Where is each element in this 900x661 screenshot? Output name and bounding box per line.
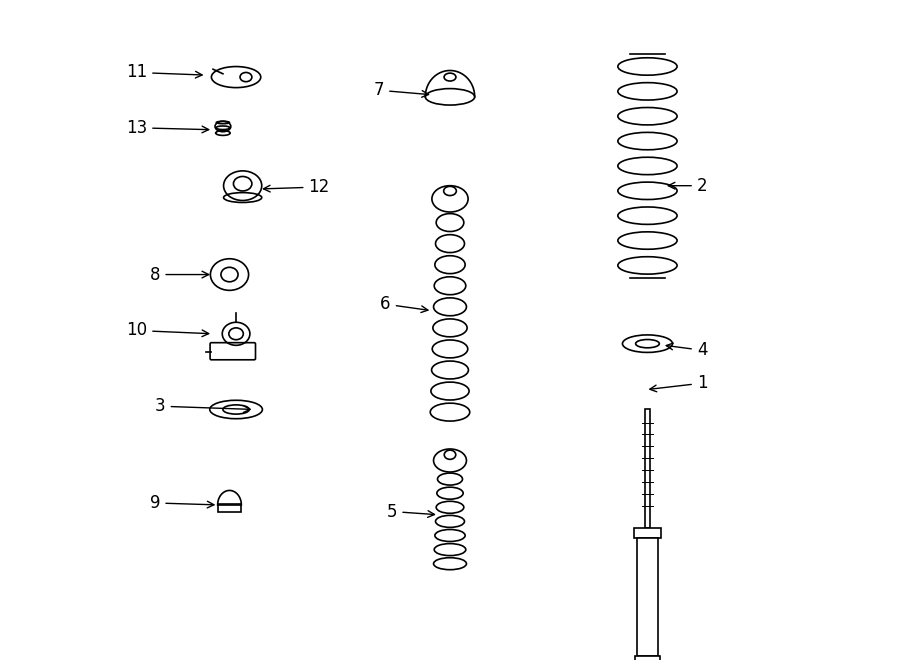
FancyBboxPatch shape xyxy=(634,528,661,538)
FancyBboxPatch shape xyxy=(637,538,658,656)
Text: 13: 13 xyxy=(126,119,209,137)
Text: 7: 7 xyxy=(374,81,428,99)
Text: 11: 11 xyxy=(126,63,202,81)
Text: 8: 8 xyxy=(150,266,209,284)
Text: 6: 6 xyxy=(381,295,428,313)
Text: 12: 12 xyxy=(264,178,329,196)
FancyBboxPatch shape xyxy=(210,342,256,360)
FancyBboxPatch shape xyxy=(218,504,241,512)
Text: 3: 3 xyxy=(155,397,250,415)
Text: 9: 9 xyxy=(150,494,214,512)
Text: 10: 10 xyxy=(126,321,209,340)
Text: 1: 1 xyxy=(650,374,707,392)
Text: 2: 2 xyxy=(669,176,707,195)
FancyBboxPatch shape xyxy=(635,656,660,661)
FancyBboxPatch shape xyxy=(644,409,650,528)
Text: 5: 5 xyxy=(387,502,435,520)
Text: 4: 4 xyxy=(666,341,707,359)
